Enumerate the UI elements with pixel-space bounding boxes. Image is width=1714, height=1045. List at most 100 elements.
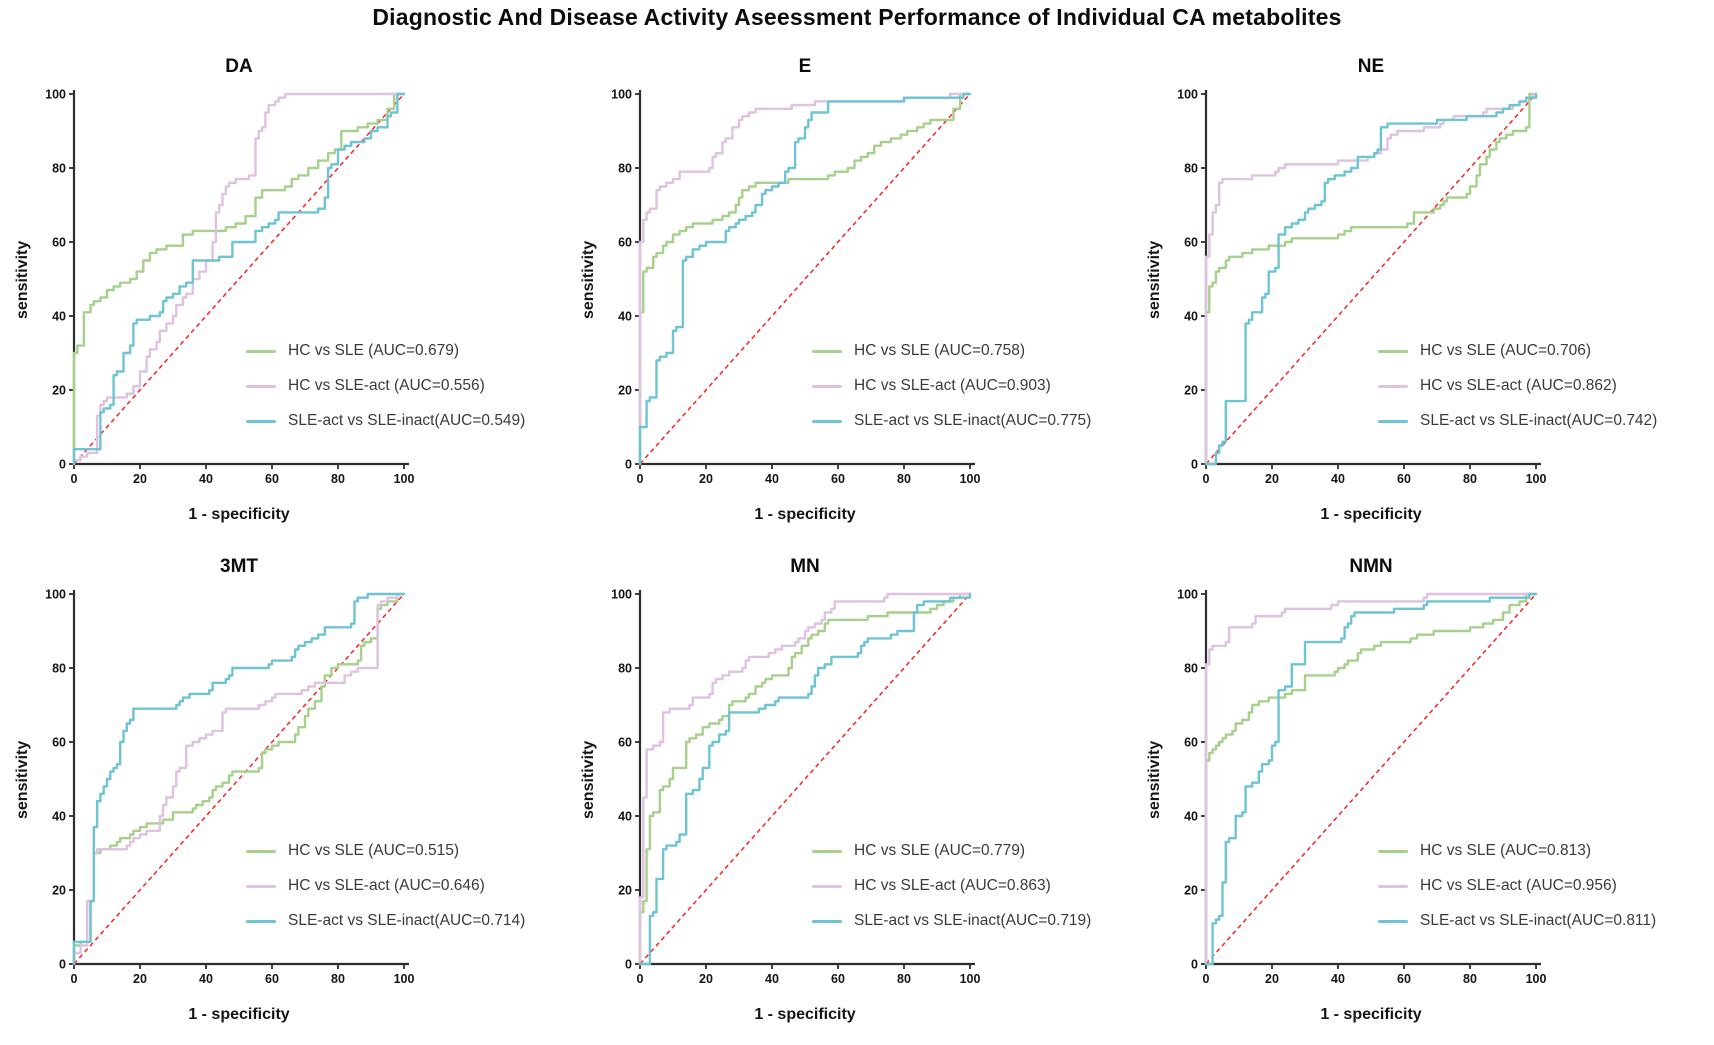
svg-text:0: 0 (1191, 458, 1198, 472)
roc-legend: HC vs SLE (AUC=0.706) HC vs SLE-act (AUC… (1378, 342, 1657, 430)
svg-text:20: 20 (133, 472, 147, 486)
legend-entry: SLE-act vs SLE-inact(AUC=0.742) (1378, 412, 1657, 430)
svg-text:60: 60 (1184, 736, 1198, 750)
svg-text:60: 60 (831, 972, 845, 986)
legend-entry: HC vs SLE-act (AUC=0.862) (1378, 377, 1657, 395)
svg-text:0: 0 (625, 958, 632, 972)
legend-entry: HC vs SLE (AUC=0.813) (1378, 842, 1656, 860)
svg-text:0: 0 (637, 972, 644, 986)
panel-title-e: E (798, 56, 812, 77)
legend-label: HC vs SLE (AUC=0.706) (1420, 342, 1591, 359)
legend-label: HC vs SLE-act (AUC=0.862) (1420, 377, 1617, 394)
roc-legend: HC vs SLE (AUC=0.758) HC vs SLE-act (AUC… (812, 342, 1091, 430)
svg-text:40: 40 (199, 972, 213, 986)
figure-title: Diagnostic And Disease Activity Aseessme… (372, 4, 1342, 30)
legend-line-hc-vs-sle (1378, 349, 1408, 353)
svg-text:80: 80 (52, 662, 66, 676)
legend-label: HC vs SLE (AUC=0.758) (854, 342, 1025, 359)
legend-line-sle-act-vs-sle-inact (812, 919, 842, 923)
legend-line-hc-vs-sle-act (1378, 384, 1408, 388)
svg-text:20: 20 (699, 972, 713, 986)
legend-label: HC vs SLE (AUC=0.813) (1420, 842, 1591, 859)
legend-label: HC vs SLE (AUC=0.515) (288, 842, 459, 859)
svg-text:0: 0 (59, 458, 66, 472)
svg-text:0: 0 (59, 958, 66, 972)
panel-title-ne: NE (1357, 56, 1385, 77)
svg-text:0: 0 (71, 972, 78, 986)
legend-entry: SLE-act vs SLE-inact(AUC=0.719) (812, 912, 1091, 930)
svg-text:0: 0 (1203, 972, 1210, 986)
svg-text:100: 100 (1177, 588, 1198, 602)
svg-text:80: 80 (1463, 472, 1477, 486)
legend-line-hc-vs-sle (812, 349, 842, 353)
legend-entry: HC vs SLE (AUC=0.515) (246, 842, 525, 860)
svg-text:40: 40 (1331, 472, 1345, 486)
svg-text:60: 60 (52, 236, 66, 250)
roc-plot-da: 00 20 20 40 40 60 60 80 80 100 100 (45, 88, 415, 487)
svg-text:20: 20 (618, 884, 632, 898)
legend-line-hc-vs-sle-act (246, 384, 276, 388)
panel-title-3mt: 3MT (220, 556, 258, 577)
legend-line-sle-act-vs-sle-inact (246, 919, 276, 923)
legend-entry: SLE-act vs SLE-inact(AUC=0.549) (246, 412, 525, 430)
svg-text:20: 20 (133, 972, 147, 986)
legend-label: SLE-act vs SLE-inact(AUC=0.775) (854, 412, 1092, 429)
svg-text:40: 40 (618, 810, 632, 824)
svg-text:100: 100 (1177, 88, 1198, 102)
svg-text:0: 0 (625, 458, 632, 472)
roc-panel-da: DA sensitivity 0 0 20 20 40 40 60 60 80 80 100 100 … (8, 46, 574, 546)
svg-text:100: 100 (1526, 972, 1547, 986)
roc-panel-nmn: NMN sensitivity 0 0 20 20 40 40 60 60 80 80 100 100… (1140, 546, 1706, 1045)
legend-entry: HC vs SLE (AUC=0.758) (812, 342, 1091, 360)
legend-line-hc-vs-sle (246, 349, 276, 353)
svg-text:60: 60 (52, 736, 66, 750)
legend-line-sle-act-vs-sle-inact (1378, 919, 1408, 923)
svg-text:60: 60 (265, 472, 279, 486)
svg-text:20: 20 (1184, 384, 1198, 398)
roc-legend: HC vs SLE (AUC=0.779) HC vs SLE-act (AUC… (812, 842, 1091, 930)
legend-line-hc-vs-sle (246, 849, 276, 853)
legend-label: SLE-act vs SLE-inact(AUC=0.742) (1420, 412, 1658, 429)
legend-entry: HC vs SLE-act (AUC=0.903) (812, 377, 1091, 395)
legend-entry: SLE-act vs SLE-inact(AUC=0.714) (246, 912, 525, 930)
svg-text:80: 80 (1184, 162, 1198, 176)
svg-text:80: 80 (331, 472, 345, 486)
svg-text:20: 20 (618, 384, 632, 398)
svg-text:80: 80 (331, 972, 345, 986)
legend-entry: SLE-act vs SLE-inact(AUC=0.775) (812, 412, 1091, 430)
legend-entry: HC vs SLE (AUC=0.706) (1378, 342, 1657, 360)
roc-legend: HC vs SLE (AUC=0.515) HC vs SLE-act (AUC… (246, 842, 525, 930)
legend-entry: HC vs SLE-act (AUC=0.863) (812, 877, 1091, 895)
roc-legend: HC vs SLE (AUC=0.813) HC vs SLE-act (AUC… (1378, 842, 1656, 930)
roc-panel-mn: MN sensitivity 0 0 20 20 40 40 60 60 80 80 100 100 … (574, 546, 1140, 1045)
legend-label: SLE-act vs SLE-inact(AUC=0.549) (288, 412, 526, 429)
svg-text:80: 80 (1463, 972, 1477, 986)
x-axis-label: 1 - specificity (188, 506, 290, 523)
svg-text:20: 20 (699, 472, 713, 486)
svg-text:80: 80 (1184, 662, 1198, 676)
legend-entry: HC vs SLE (AUC=0.679) (246, 342, 525, 360)
legend-label: HC vs SLE-act (AUC=0.646) (288, 877, 485, 894)
svg-text:40: 40 (618, 310, 632, 324)
svg-text:100: 100 (394, 472, 415, 486)
svg-text:60: 60 (618, 236, 632, 250)
svg-text:60: 60 (265, 972, 279, 986)
svg-text:40: 40 (52, 810, 66, 824)
svg-text:40: 40 (765, 472, 779, 486)
legend-line-hc-vs-sle-act (246, 884, 276, 888)
svg-text:100: 100 (45, 588, 66, 602)
roc-panel-e: E sensitivity 0 0 20 20 40 40 60 60 80 80 100 100 H… (574, 46, 1140, 546)
x-axis-label: 1 - specificity (754, 506, 856, 523)
svg-text:40: 40 (1184, 810, 1198, 824)
legend-label: HC vs SLE (AUC=0.779) (854, 842, 1025, 859)
roc-panel-ne: NE sensitivity 0 0 20 20 40 40 60 60 80 80 100 100 … (1140, 46, 1706, 546)
legend-line-sle-act-vs-sle-inact (1378, 419, 1408, 423)
svg-text:20: 20 (1265, 972, 1279, 986)
roc-panel-3mt: 3MT sensitivity 0 0 20 20 40 40 60 60 80 80 100 100… (8, 546, 574, 1045)
svg-text:40: 40 (1184, 310, 1198, 324)
svg-text:80: 80 (618, 162, 632, 176)
svg-text:100: 100 (611, 588, 632, 602)
svg-text:20: 20 (1184, 884, 1198, 898)
legend-line-hc-vs-sle-act (812, 884, 842, 888)
roc-plot-e: 00 20 20 40 40 60 60 80 80 100 100 (611, 88, 980, 487)
